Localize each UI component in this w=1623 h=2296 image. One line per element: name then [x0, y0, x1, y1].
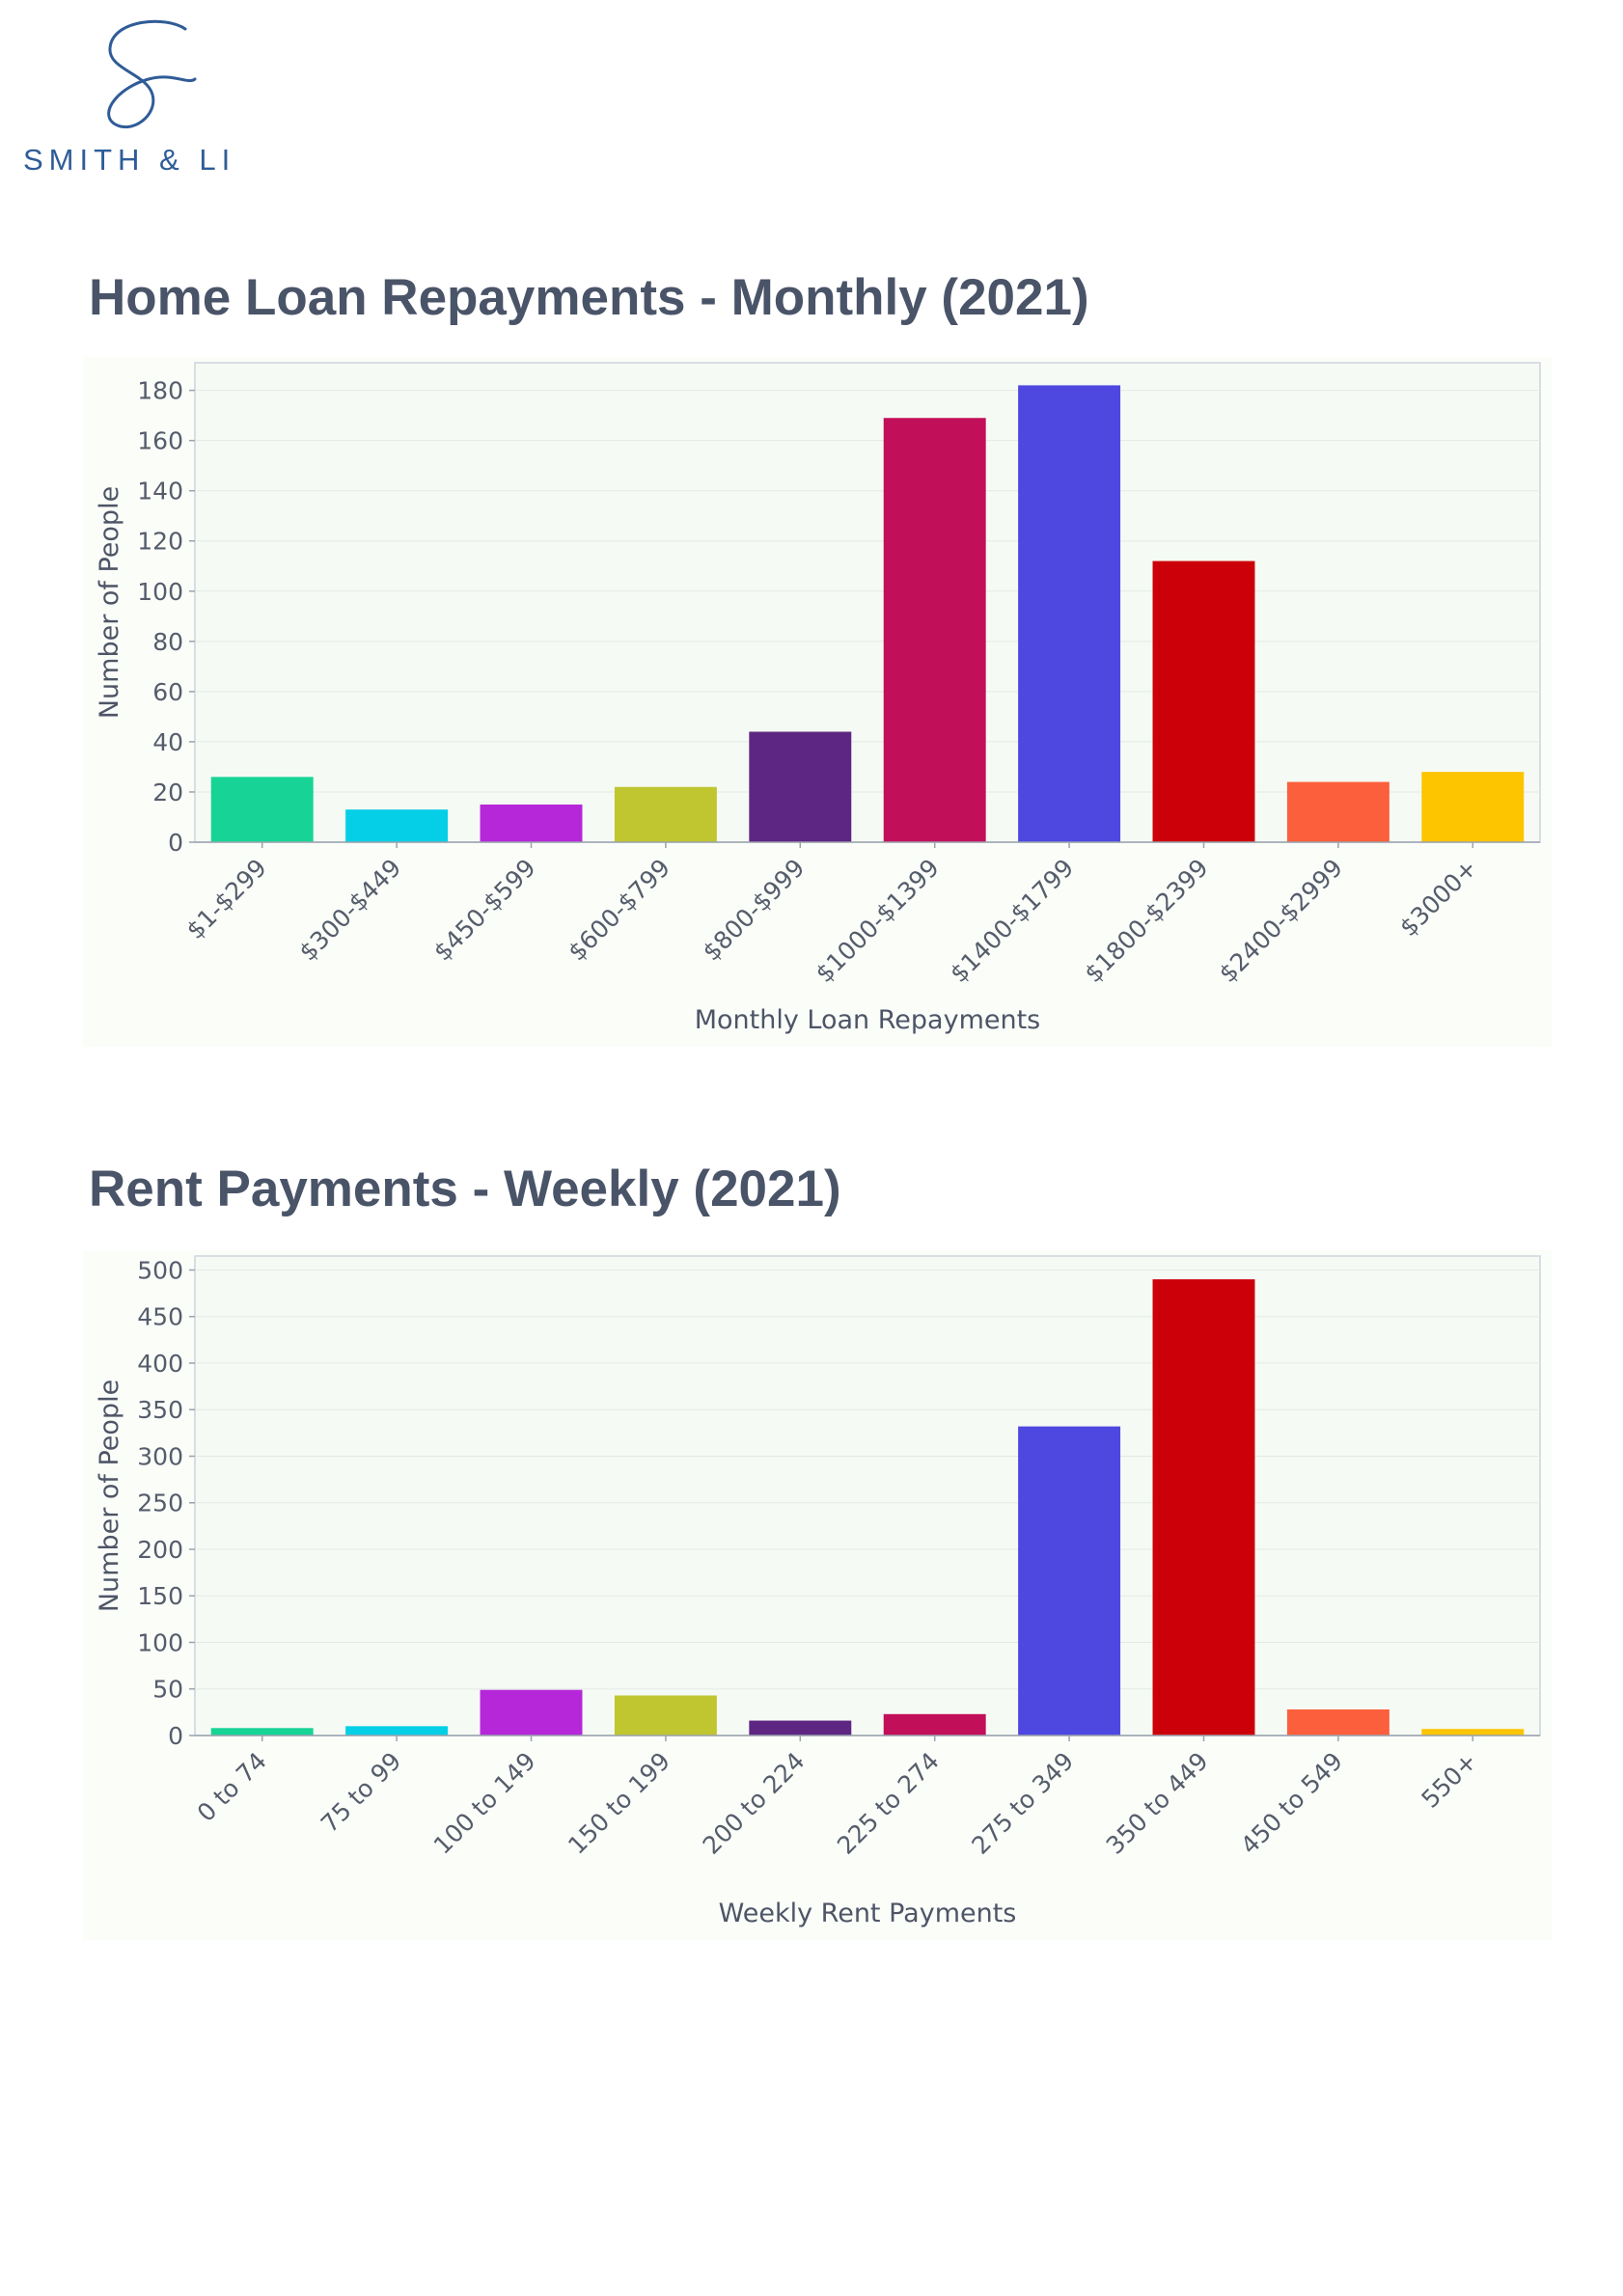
- loan-y-tick-label: 100: [137, 578, 183, 606]
- rent-bar-4: [614, 1695, 717, 1736]
- loan-y-tick-label: 120: [137, 528, 183, 556]
- rent-y-tick-label: 100: [137, 1628, 183, 1656]
- rent-y-tick-label: 500: [137, 1256, 183, 1284]
- loan-bar-6: [883, 418, 986, 842]
- rent-bar-1: [210, 1728, 314, 1736]
- rent-y-tick-label: 150: [137, 1582, 183, 1610]
- loan-bar-4: [614, 786, 717, 842]
- rent-bar-10: [1421, 1729, 1525, 1736]
- company-logo: SMITH & LI: [23, 19, 245, 188]
- loan-bar-5: [749, 731, 852, 842]
- loan-y-tick-label: 180: [137, 377, 183, 405]
- rent-bar-9: [1286, 1708, 1389, 1736]
- rent-y-tick-label: 450: [137, 1303, 183, 1331]
- loan-bar-9: [1286, 781, 1389, 842]
- rent-bar-7: [1018, 1426, 1121, 1736]
- loan-bar-2: [345, 809, 449, 842]
- loan-y-tick-label: 60: [152, 678, 183, 706]
- rent-bar-3: [480, 1689, 583, 1736]
- rent-x-axis-title: Weekly Rent Payments: [719, 1899, 1017, 1928]
- rent-bar-6: [883, 1713, 986, 1736]
- rent-y-tick-label: 0: [168, 1722, 183, 1750]
- rent-y-tick-label: 250: [137, 1490, 183, 1517]
- loan-x-axis-title: Monthly Loan Repayments: [695, 1005, 1041, 1035]
- loan-y-tick-label: 80: [152, 628, 183, 656]
- logo-text: SMITH & LI: [23, 143, 236, 177]
- rent-y-tick-label: 350: [137, 1396, 183, 1424]
- loan-y-axis-title: Number of People: [95, 486, 124, 719]
- loan-bar-8: [1152, 560, 1255, 842]
- loan-y-tick-label: 0: [168, 829, 183, 857]
- loan-bar-7: [1018, 385, 1121, 842]
- loan-y-tick-label: 160: [137, 427, 183, 455]
- loan-bar-1: [210, 777, 314, 842]
- rent-plot-area: [194, 1255, 1541, 1736]
- rent-y-tick-label: 400: [137, 1350, 183, 1378]
- rent-y-tick-label: 200: [137, 1536, 183, 1564]
- rent-bar-8: [1152, 1279, 1255, 1736]
- loan-y-tick-label: 140: [137, 478, 183, 506]
- loan-bar-3: [480, 804, 583, 842]
- loan-y-tick-label: 40: [152, 728, 183, 756]
- loan-bar-10: [1421, 772, 1525, 842]
- rent-y-axis-title: Number of People: [95, 1380, 124, 1612]
- loan-chart-title: Home Loan Repayments - Monthly (2021): [89, 269, 1089, 326]
- loan-y-tick-label: 20: [152, 779, 183, 806]
- loan-plot-area: [194, 362, 1541, 843]
- rent-y-tick-label: 300: [137, 1442, 183, 1470]
- logo-monogram-icon: [107, 19, 197, 129]
- rent-bar-2: [345, 1726, 449, 1736]
- rent-bar-5: [749, 1720, 852, 1736]
- rent-y-tick-label: 50: [152, 1676, 183, 1704]
- rent-chart-title: Rent Payments - Weekly (2021): [89, 1161, 841, 1217]
